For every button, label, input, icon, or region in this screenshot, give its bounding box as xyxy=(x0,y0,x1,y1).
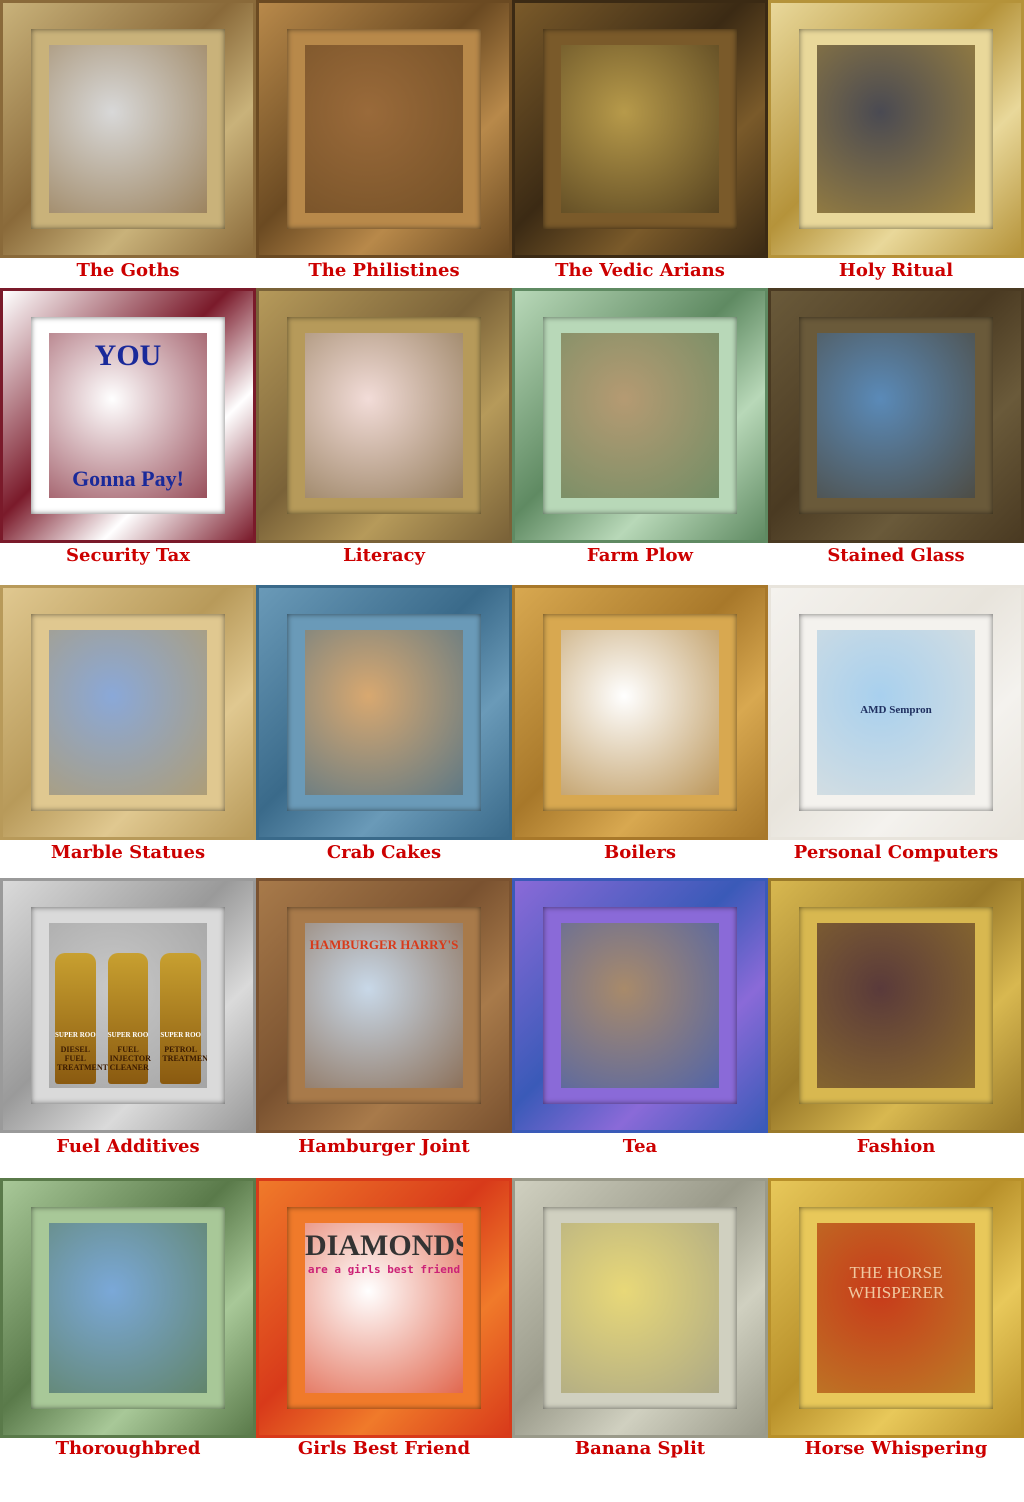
tile-caption: Marble Statues xyxy=(50,842,206,863)
marble-statue-image xyxy=(49,630,207,795)
poster-headline: YOU xyxy=(94,339,162,372)
engraving-of-goth-warriors-image xyxy=(49,45,207,213)
picture-frame xyxy=(512,0,768,258)
tile-caption: Hamburger Joint xyxy=(298,1136,470,1157)
racehorse-and-jockey-image xyxy=(49,1223,207,1393)
poster-footer: Gonna Pay! xyxy=(72,466,184,491)
tile-caption: Security Tax xyxy=(66,545,190,566)
raised-hands-with-book-image xyxy=(305,333,463,498)
picture-frame xyxy=(0,0,256,258)
tile-caption: Stained Glass xyxy=(827,545,965,566)
bottle-label: DIESEL FUEL TREATMENT xyxy=(57,1045,108,1072)
desktop-computer-image: AMD Sempron xyxy=(817,630,975,795)
picture-frame: HAMBURGER HARRY'S xyxy=(256,878,512,1133)
tile-caption: Fuel Additives xyxy=(56,1136,200,1157)
banana-split-dessert-image xyxy=(561,1223,719,1393)
additive-bottle: SUPER ROO FUEL INJECTOR CLEANER xyxy=(107,953,151,1084)
industrial-boilers-image xyxy=(561,630,719,795)
picture-frame: SUPER ROO DIESEL FUEL TREATMENT SUPER ROO F… xyxy=(0,878,256,1133)
battle-painting-image xyxy=(305,45,463,213)
tile-caption: Tea xyxy=(622,1136,658,1157)
horse-whisperer-poster-image: THE HORSE WHISPERER xyxy=(817,1223,975,1393)
woman-drinking-tea-image xyxy=(561,923,719,1088)
fashion-runway-image xyxy=(817,923,975,1088)
picture-frame xyxy=(256,585,512,840)
bottle-brand: SUPER ROO xyxy=(107,1031,149,1039)
tile-caption: Thoroughbred xyxy=(55,1438,201,1459)
additive-bottle: SUPER ROO DIESEL FUEL TREATMENT xyxy=(55,953,108,1084)
tile-caption: Girls Best Friend xyxy=(297,1438,471,1459)
picture-frame xyxy=(256,288,512,543)
poster-headline: DIAMONDS xyxy=(305,1229,463,1262)
restaurant-storefront-image: HAMBURGER HARRY'S xyxy=(305,923,463,1088)
tile-caption: Literacy xyxy=(343,545,425,566)
bottle-brand: SUPER ROO xyxy=(55,1031,96,1039)
tile-caption: The Vedic Arians xyxy=(555,260,725,281)
uncle-sam-poster-image: YOU Gonna Pay! xyxy=(49,333,207,498)
poster-subtitle: are a girls best friend xyxy=(307,1263,461,1276)
tile-caption: Horse Whispering xyxy=(804,1438,988,1459)
bottle-brand: SUPER ROO xyxy=(160,1031,201,1039)
tile-caption: Personal Computers xyxy=(793,842,999,863)
monitor-screen-label: AMD Sempron xyxy=(860,704,932,717)
picture-frame xyxy=(0,1178,256,1438)
tile-caption: Farm Plow xyxy=(586,545,694,566)
fuel-additive-bottles-image: SUPER ROO DIESEL FUEL TREATMENT SUPER ROO F… xyxy=(49,923,207,1088)
picture-frame: AMD Sempron xyxy=(768,585,1024,840)
stained-glass-dove-image xyxy=(817,333,975,498)
picture-frame xyxy=(768,288,1024,543)
poster-headline: THE HORSE WHISPERER xyxy=(847,1263,945,1302)
picture-frame xyxy=(512,1178,768,1438)
picture-frame: THE HORSE WHISPERER xyxy=(768,1178,1024,1438)
bottle-label: PETROL TREATMENT xyxy=(162,1045,207,1063)
additive-bottle: SUPER ROO PETROL TREATMENT xyxy=(160,953,207,1084)
storefront-sign: HAMBURGER HARRY'S xyxy=(309,937,459,952)
bottle-label: FUEL INJECTOR CLEANER xyxy=(109,1045,151,1072)
picture-frame xyxy=(512,878,768,1133)
picture-frame xyxy=(768,878,1024,1133)
tile-caption: The Philistines xyxy=(308,260,460,281)
picture-frame xyxy=(768,0,1024,258)
picture-frame: DIAMONDS are a girls best friend xyxy=(256,1178,512,1438)
chariot-battle-painting-image xyxy=(561,45,719,213)
tile-caption: Banana Split xyxy=(574,1438,706,1459)
picture-frame xyxy=(256,0,512,258)
picture-frame xyxy=(512,585,768,840)
picture-frame: YOU Gonna Pay! xyxy=(0,288,256,543)
picture-frame xyxy=(512,288,768,543)
crab-cakes-plate-image xyxy=(305,630,463,795)
tile-caption: The Goths xyxy=(76,260,180,281)
pink-diamond-image: DIAMONDS are a girls best friend xyxy=(305,1223,463,1393)
tile-caption: Boilers xyxy=(604,842,676,863)
tile-caption: Holy Ritual xyxy=(838,260,954,281)
tile-caption: Crab Cakes xyxy=(326,842,442,863)
picture-frame xyxy=(0,585,256,840)
oxen-plowing-field-image xyxy=(561,333,719,498)
incense-smoke-ritual-image xyxy=(817,45,975,213)
tile-caption: Fashion xyxy=(856,1136,936,1157)
